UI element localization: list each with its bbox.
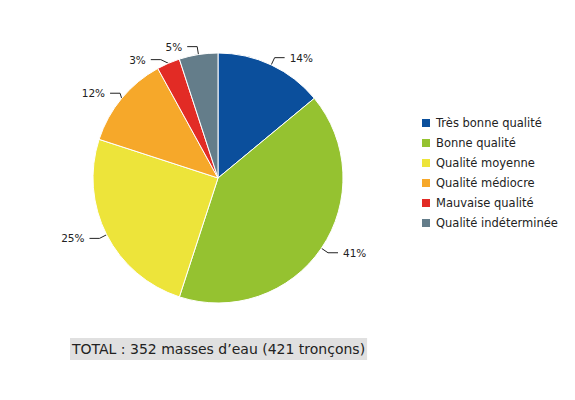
- svg-text:12%: 12%: [82, 87, 105, 99]
- svg-text:3%: 3%: [129, 54, 146, 66]
- svg-text:Qualité moyenne: Qualité moyenne: [436, 156, 535, 170]
- svg-text:Mauvaise qualité: Mauvaise qualité: [436, 196, 534, 210]
- svg-text:Très bonne qualité: Très bonne qualité: [435, 116, 542, 130]
- svg-text:41%: 41%: [343, 247, 366, 259]
- svg-text:TOTAL : 352 masses d’eau (421: TOTAL : 352 masses d’eau (421 tronçons): [71, 341, 365, 357]
- svg-text:Qualité médiocre: Qualité médiocre: [436, 176, 535, 190]
- svg-text:14%: 14%: [290, 52, 313, 64]
- svg-text:25%: 25%: [61, 232, 84, 244]
- svg-text:Bonne qualité: Bonne qualité: [436, 136, 516, 150]
- svg-text:Qualité indéterminée: Qualité indéterminée: [436, 216, 558, 230]
- svg-text:5%: 5%: [166, 41, 183, 53]
